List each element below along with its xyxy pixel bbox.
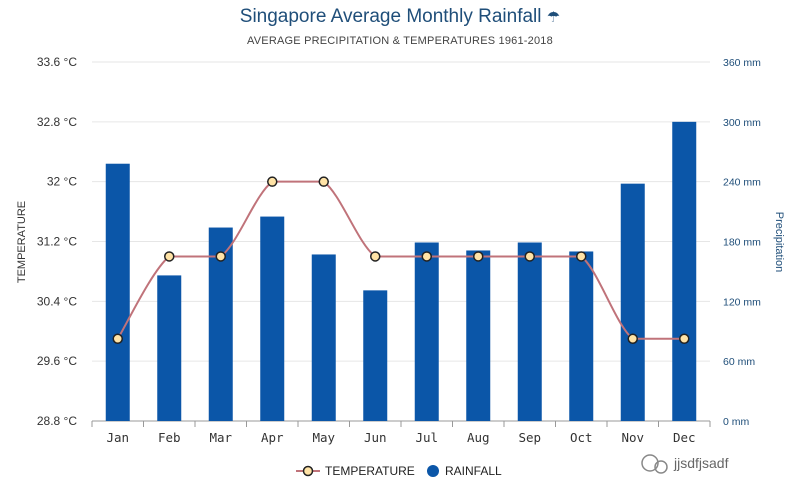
y-right-tick-label: 180 mm — [723, 237, 761, 249]
y-right-tick-label: 0 mm — [723, 416, 750, 428]
legend-temperature-marker — [302, 465, 314, 477]
chart-title: Singapore Average Monthly Rainfall ☂ — [0, 6, 800, 28]
y-left-tick-label: 29.6 °C — [37, 354, 77, 368]
temperature-line-path — [116, 180, 685, 340]
temperature-point — [318, 176, 329, 187]
y-left-tick-label: 33.6 °C — [37, 55, 77, 69]
y-left-tick-label: 32.8 °C — [37, 115, 77, 129]
temperature-point — [576, 251, 587, 262]
legend: TEMPERATURE RAINFALL — [296, 464, 502, 478]
chart-subtitle: AVERAGE PRECIPITATION & TEMPERATURES 196… — [247, 35, 553, 47]
rainfall-bar — [363, 290, 388, 421]
y-axis-left-title: TEMPERATURE — [16, 201, 28, 283]
x-tick-label: Feb — [158, 430, 181, 445]
rainfall-bar — [157, 275, 182, 421]
rainfall-bar — [311, 254, 336, 421]
temperature-point — [473, 251, 484, 262]
temperature-point — [112, 333, 123, 344]
rainfall-bars — [105, 121, 697, 421]
rainfall-bar — [672, 121, 697, 421]
axis-ticks: 33.6 °C 360 mm 32.8 °C 300 mm 32 °C 240 mm 31.… — [37, 55, 761, 445]
temperature-line — [112, 176, 690, 344]
temperature-point — [524, 251, 535, 262]
y-left-tick-label: 31.2 °C — [37, 235, 77, 249]
x-tick-label: Jan — [106, 430, 129, 445]
x-tick-label: Oct — [570, 430, 593, 445]
legend-rainfall-label: RAINFALL — [445, 464, 502, 478]
temperature-point — [679, 333, 690, 344]
rainfall-bar — [569, 251, 594, 421]
y-right-tick-label: 60 mm — [723, 356, 755, 368]
umbrella-icon: ☂ — [546, 9, 561, 26]
x-tick-label: Dec — [673, 430, 696, 445]
y-left-tick-label: 32 °C — [47, 175, 77, 189]
watermark-text: jjsdfjsadf — [673, 455, 729, 471]
x-tick-label: Jun — [364, 430, 387, 445]
rainfall-bar — [414, 242, 439, 421]
wechat-icon-small — [654, 460, 668, 474]
x-tick-label: Apr — [261, 430, 284, 445]
x-tick-label: Aug — [467, 430, 490, 445]
rainfall-bar — [260, 216, 285, 421]
temperature-point — [267, 176, 278, 187]
legend-rainfall-marker — [427, 465, 439, 477]
temperature-point — [421, 251, 432, 262]
wechat-icon — [641, 454, 659, 472]
y-left-tick-label: 28.8 °C — [37, 414, 77, 428]
temperature-point — [627, 333, 638, 344]
rainfall-bar — [517, 242, 542, 421]
x-tick-label: May — [312, 430, 335, 445]
rainfall-bar — [466, 250, 491, 421]
y-right-tick-label: 120 mm — [723, 296, 761, 308]
rainfall-bar — [620, 183, 645, 421]
chart-title-text: Singapore Average Monthly Rainfall — [239, 6, 542, 27]
temperature-point — [164, 251, 175, 262]
rainfall-bar — [105, 163, 130, 421]
watermark: jjsdfjsadf — [641, 454, 729, 474]
y-left-tick-label: 30.4 °C — [37, 294, 77, 308]
x-tick-label: Jul — [415, 430, 438, 445]
y-axis-right-title: Precipitation — [773, 212, 785, 273]
temperature-point — [215, 251, 226, 262]
legend-temperature-label: TEMPERATURE — [325, 464, 415, 478]
x-tick-label: Sep — [518, 430, 541, 445]
y-right-tick-label: 360 mm — [723, 57, 761, 69]
temperature-point — [370, 251, 381, 262]
grid-lines — [92, 61, 710, 422]
x-tick-label: Nov — [621, 430, 644, 445]
y-right-tick-label: 240 mm — [723, 177, 761, 189]
y-right-tick-label: 300 mm — [723, 117, 761, 129]
x-tick-label: Mar — [209, 430, 232, 445]
